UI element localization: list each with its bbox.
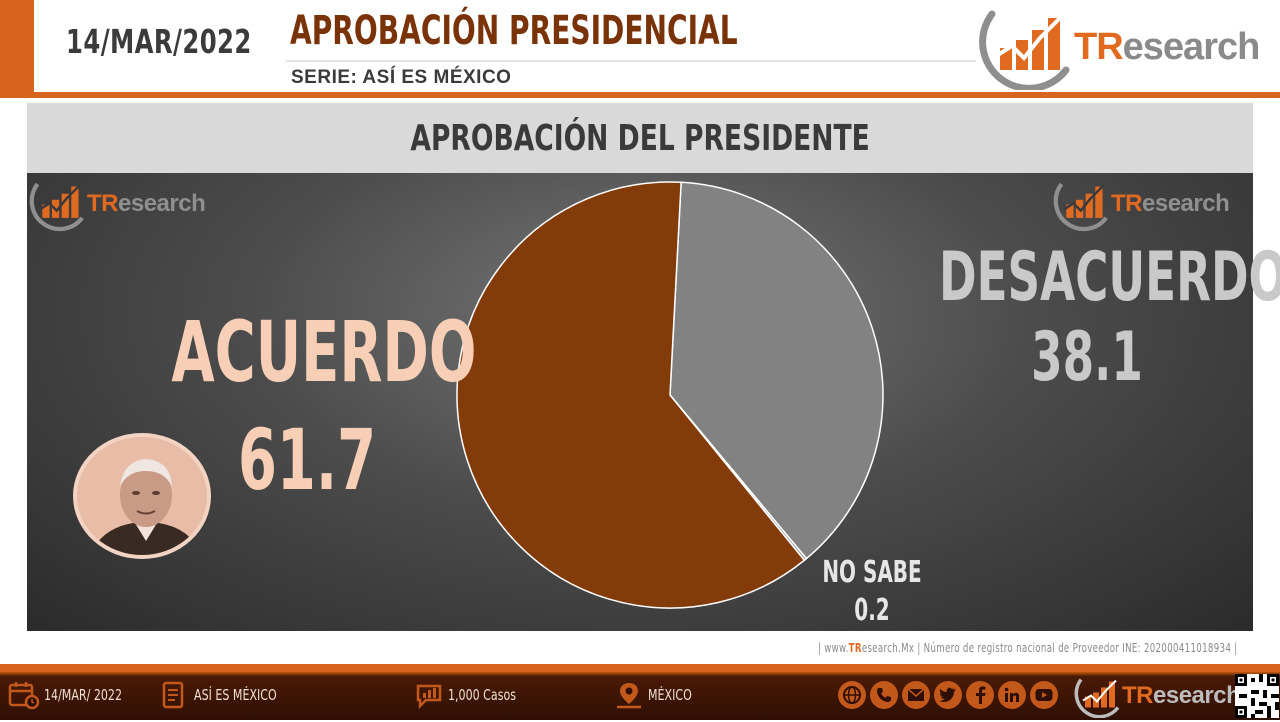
chat-chart-icon — [416, 684, 442, 710]
title-separator — [286, 60, 976, 62]
map-pin-icon — [617, 683, 641, 709]
footer-cases: 1,000 Casos — [414, 680, 531, 710]
pie-slice-acuerdo — [456, 181, 806, 609]
chart-title-bar: APROBACIÓN DEL PRESIDENTE — [27, 103, 1253, 173]
chart-title: APROBACIÓN DEL PRESIDENTE — [410, 117, 870, 159]
footer-bar — [0, 664, 1280, 720]
page-title: APROBACIÓN PRESIDENCIAL — [290, 8, 738, 54]
footer-region: MÉXICO — [614, 680, 701, 710]
tresearch-logo-header: TResearch — [978, 4, 1260, 90]
footer-credit-line: | www.TResearch.Mx | Número de registro … — [818, 641, 1238, 655]
header-date: 14/MAR/2022 — [66, 22, 252, 61]
pie-slice-desacuerdo — [669, 181, 884, 560]
label-desacuerdo: DESACUERDO — [939, 238, 1280, 317]
chart-panel: APROBACIÓN DEL PRESIDENTE TResearch TRes… — [27, 103, 1280, 631]
tresearch-logo-icon — [1053, 182, 1108, 232]
tresearch-logo-text: TResearch — [1111, 190, 1230, 217]
phone-icon[interactable] — [870, 681, 898, 709]
label-no-sabe: NO SABE — [822, 555, 922, 590]
tresearch-logo-panel-left: TResearch — [29, 175, 206, 233]
president-avatar — [73, 433, 211, 559]
document-icon — [162, 681, 184, 709]
mail-icon[interactable] — [902, 681, 930, 709]
tresearch-logo-icon — [1074, 678, 1120, 718]
twitter-icon[interactable] — [934, 681, 962, 709]
youtube-icon[interactable] — [1030, 681, 1058, 709]
qr-code — [1235, 674, 1279, 718]
tresearch-logo-text: TResearch — [1074, 25, 1260, 68]
tresearch-logo-text: TResearch — [1122, 682, 1241, 709]
calendar-icon — [8, 682, 40, 710]
tresearch-logo-text: TResearch — [87, 190, 206, 217]
tresearch-logo-footer: TResearch — [1074, 674, 1241, 718]
tresearch-logo-icon — [29, 182, 84, 232]
facebook-icon[interactable] — [966, 681, 994, 709]
header-divider-line — [0, 92, 1280, 98]
series-subtitle: SERIE: ASÍ ES MÉXICO — [291, 67, 512, 88]
globe-icon[interactable] — [838, 681, 866, 709]
tresearch-logo-icon — [979, 10, 1070, 90]
label-acuerdo: ACUERDO — [171, 303, 477, 401]
header-accent-bar — [0, 0, 34, 98]
pie-chart — [456, 181, 884, 609]
value-acuerdo: 61.7 — [238, 411, 376, 509]
footer-date: 14/MAR/ 2022 — [8, 680, 139, 710]
value-no-sabe: 0.2 — [854, 593, 890, 628]
tresearch-logo-panel-right: TResearch — [1053, 175, 1230, 233]
value-desacuerdo: 38.1 — [1031, 318, 1143, 397]
footer-series: ASÍ ES MÉXICO — [160, 680, 295, 710]
linkedin-icon[interactable] — [998, 681, 1026, 709]
